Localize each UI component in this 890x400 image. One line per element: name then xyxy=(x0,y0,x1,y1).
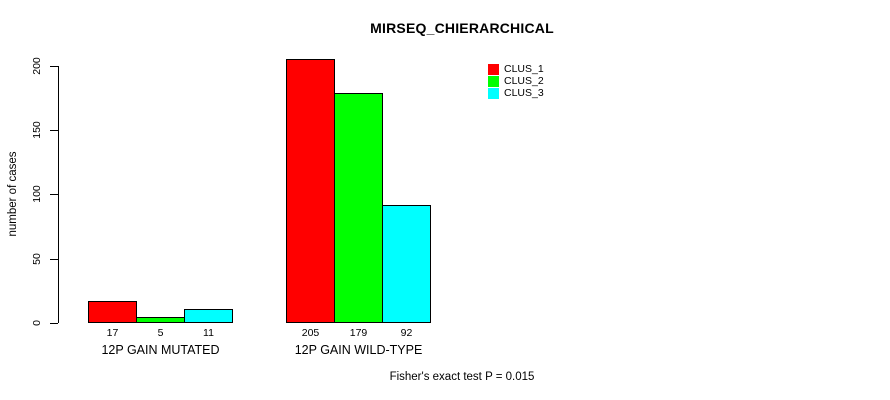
bar-value-label: 5 xyxy=(157,327,164,339)
bar-value-label: 11 xyxy=(203,327,214,339)
y-axis-title: number of cases xyxy=(7,151,19,237)
bar-column-clus-1: 205 xyxy=(286,59,335,339)
bar-column-clus-3: 11 xyxy=(184,308,233,339)
legend-item-clus-1: CLUS_1 xyxy=(488,63,544,75)
legend-label-clus-3: CLUS_3 xyxy=(504,86,544,99)
bar-value-label: 205 xyxy=(301,327,320,339)
bar-clus-2-12p-gain-mutated xyxy=(136,316,185,323)
y-axis-tick xyxy=(50,323,58,324)
legend-swatch-clus-2 xyxy=(488,75,499,87)
bar-clus-1-12p-gain-mutated xyxy=(88,301,137,323)
bar-column-clus-3: 92 xyxy=(382,204,431,339)
bar-column-clus-2: 5 xyxy=(136,316,185,339)
y-axis-tick-label: 0 xyxy=(31,320,43,326)
bar-value-label: 179 xyxy=(349,327,368,339)
legend-label-clus-2: CLUS_2 xyxy=(504,74,544,87)
legend: CLUS_1 CLUS_2 CLUS_3 xyxy=(488,63,544,99)
bar-group-12p-gain-mutated: 17 5 11 12P GAIN MUTATED xyxy=(88,301,233,357)
bar-value-label: 92 xyxy=(400,327,413,339)
fisher-test-annotation: Fisher's exact test P = 0.015 xyxy=(389,371,535,383)
bar-group-12p-gain-wild-type: 205 179 92 12P GAIN WILD-TYPE xyxy=(286,59,431,357)
y-axis-tick xyxy=(50,194,58,196)
y-axis-tick-label: 200 xyxy=(31,56,43,75)
y-axis-tick-label: 150 xyxy=(31,121,43,139)
legend-swatch-clus-3 xyxy=(488,87,499,99)
bar-clus-3-12p-gain-mutated xyxy=(184,308,233,323)
y-axis-tick xyxy=(50,258,58,260)
chart-title: MIRSEQ_CHIERARCHICAL xyxy=(370,20,554,36)
legend-swatch-clus-1 xyxy=(488,63,499,75)
bar-clus-3-12p-gain-wild-type xyxy=(382,204,431,323)
bar-clus-2-12p-gain-wild-type xyxy=(334,92,383,323)
y-axis-line xyxy=(58,65,59,323)
y-axis-tick-label: 100 xyxy=(31,185,43,204)
bar-column-clus-1: 17 xyxy=(88,301,137,339)
y-axis-tick xyxy=(50,129,58,131)
legend-item-clus-3: CLUS_3 xyxy=(488,87,544,99)
legend-label-clus-1: CLUS_1 xyxy=(504,62,544,75)
x-axis-category-label: 12P GAIN WILD-TYPE xyxy=(294,343,423,357)
y-axis-tick-label: 50 xyxy=(31,252,43,265)
bar-column-clus-2: 179 xyxy=(334,92,383,339)
bar-value-label: 17 xyxy=(106,327,119,339)
y-axis-tick xyxy=(50,65,58,67)
bar-clus-1-12p-gain-wild-type xyxy=(286,59,335,323)
legend-item-clus-2: CLUS_2 xyxy=(488,75,544,87)
x-axis-category-label: 12P GAIN MUTATED xyxy=(101,343,220,357)
